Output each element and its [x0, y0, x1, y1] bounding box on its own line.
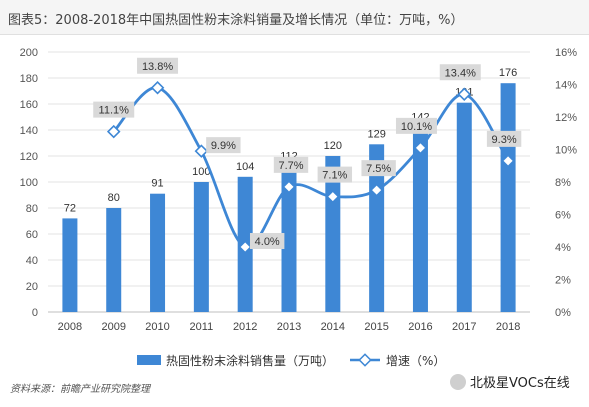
y-right-tick-label: 8%	[555, 177, 571, 189]
growth-marker	[106, 124, 121, 139]
y-right-tick-label: 6%	[555, 210, 571, 222]
growth-marker	[413, 141, 428, 155]
growth-label-box	[395, 117, 437, 134]
y-right-tick-label: 12%	[555, 112, 577, 124]
bar	[106, 208, 122, 312]
wechat-icon	[450, 373, 466, 390]
growth-marker	[501, 154, 515, 168]
growth-label-box	[273, 156, 309, 173]
x-tick-label: 2018	[496, 321, 520, 333]
x-tick-label: 2016	[408, 321, 432, 333]
growth-label: 13.8%	[142, 61, 173, 73]
legend-line-swatch	[350, 353, 380, 367]
y-left-tick-label: 40	[26, 255, 38, 267]
y-right-tick-label: 4%	[555, 242, 571, 254]
x-tick-label: 2014	[321, 321, 345, 333]
growth-marker	[238, 240, 252, 254]
bar	[500, 83, 516, 312]
bar	[412, 127, 428, 313]
growth-marker	[150, 80, 165, 95]
growth-label: 7.7%	[278, 160, 303, 172]
growth-label: 11.1%	[99, 105, 130, 117]
watermark-text: 北极星VOCs在线	[470, 376, 570, 391]
bar-value-label: 176	[499, 67, 517, 79]
source-note: 资料来源：前瞻产业研究院整理	[10, 384, 150, 395]
y-left-tick-label: 80	[26, 203, 38, 215]
growth-label: 10.1%	[401, 121, 432, 133]
bar	[456, 102, 472, 312]
y-left-tick-label: 140	[20, 125, 38, 137]
y-right-tick-label: 14%	[555, 80, 577, 92]
y-right-tick-label: 2%	[555, 275, 571, 287]
legend-line-label: 增速（%）	[386, 354, 446, 368]
bar	[193, 182, 209, 312]
y-left-tick-label: 120	[20, 151, 38, 163]
y-left-tick-label: 160	[20, 99, 38, 111]
y-left-tick-label: 60	[26, 229, 38, 241]
x-tick-label: 2008	[58, 321, 82, 333]
y-right-tick-label: 10%	[555, 145, 577, 157]
legend-bar-swatch	[137, 355, 161, 365]
y-left-tick-label: 100	[20, 177, 38, 189]
x-tick-label: 2015	[364, 321, 388, 333]
growth-label: 7.1%	[322, 170, 347, 182]
bar	[150, 193, 166, 312]
growth-label: 9.3%	[492, 134, 517, 146]
growth-line	[112, 86, 510, 249]
growth-label-box	[93, 101, 135, 118]
x-tick-label: 2011	[190, 321, 214, 333]
growth-marker	[326, 189, 340, 204]
y-left-tick-label: 180	[20, 73, 38, 85]
growth-label-box	[439, 64, 481, 81]
growth-label: 7.5%	[366, 163, 391, 175]
x-tick-label: 2010	[145, 321, 169, 333]
chart-title: 图表5：2008-2018年中国热固性粉末涂料销量及增长情况（单位：万吨，%）	[8, 13, 464, 28]
y-left-tick-label: 20	[26, 281, 38, 293]
bar-value-label: 129	[367, 128, 385, 140]
growth-marker	[194, 144, 209, 158]
growth-marker	[282, 180, 296, 194]
x-tick-label: 2012	[233, 321, 257, 333]
growth-label-box	[137, 57, 179, 74]
growth-label-box	[206, 137, 241, 154]
y-right-tick-label: 16%	[555, 47, 577, 59]
bar-value-label: 100	[192, 166, 210, 178]
growth-label: 9.9%	[211, 140, 236, 152]
bar	[62, 218, 78, 312]
growth-label-box	[361, 160, 396, 177]
growth-label-box	[249, 233, 285, 249]
y-left-tick-label: 0	[32, 307, 38, 319]
y-right-tick-label: 0%	[555, 307, 571, 319]
x-tick-label: 2017	[452, 321, 476, 333]
title-bar: 图表5：2008-2018年中国热固性粉末涂料销量及增长情况（单位：万吨，%）	[0, 0, 589, 35]
bar-value-label: 104	[236, 161, 254, 173]
bar-value-label: 72	[64, 202, 76, 214]
x-tick-label: 2009	[101, 321, 125, 333]
y-left-tick-label: 200	[20, 47, 38, 59]
growth-marker	[369, 183, 384, 197]
growth-label-box	[486, 130, 522, 147]
x-tick-label: 2013	[277, 321, 301, 333]
growth-label-box	[317, 166, 353, 183]
legend-bar-label: 热固性粉末涂料销售量（万吨）	[166, 354, 335, 368]
watermark: 北极星VOCs在线	[450, 372, 570, 391]
bar-value-label: 80	[108, 192, 120, 204]
bar	[281, 166, 297, 312]
bar-value-label: 91	[151, 178, 163, 190]
growth-marker	[457, 87, 472, 102]
bar-value-label: 120	[324, 140, 342, 152]
growth-label: 13.4%	[445, 67, 476, 79]
growth-label: 4.0%	[255, 236, 280, 248]
